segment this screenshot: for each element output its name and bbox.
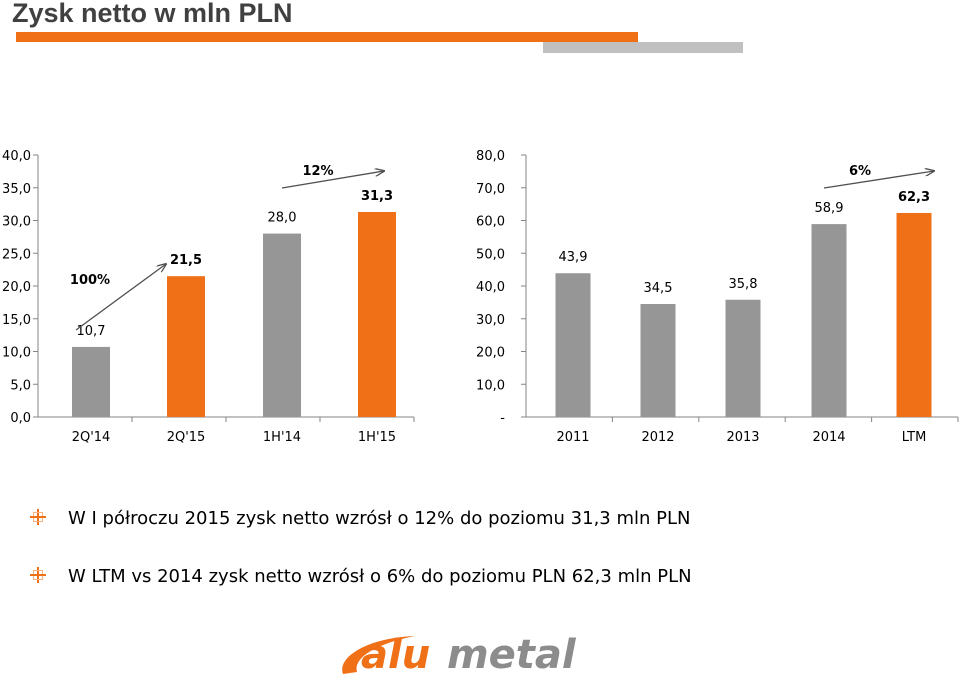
data-label: 35,8 <box>729 277 758 292</box>
x-tick-label: 1H'15 <box>358 430 396 445</box>
alumetal-logo: alu metal <box>342 632 577 678</box>
bar <box>72 346 110 417</box>
y-tick-label: 5,0 <box>10 378 31 393</box>
bar <box>167 276 205 417</box>
logo-swoosh-icon <box>342 636 415 674</box>
growth-arrow-icon <box>823 171 934 189</box>
logo-text-metal: metal <box>447 632 577 678</box>
x-tick-label: 2012 <box>641 430 674 445</box>
bar <box>640 304 676 417</box>
y-tick-label: 35,0 <box>2 182 31 197</box>
y-tick-label: 60,0 <box>476 215 505 230</box>
data-label: 28,0 <box>268 211 297 226</box>
y-tick-label: 40,0 <box>476 280 505 295</box>
x-tick-label: 2011 <box>556 430 589 445</box>
y-tick-label: - <box>500 411 505 426</box>
chart-yearly: - 10,0 20,0 30,0 40,0 50,0 60,0 70,0 80,0 43,9 201… <box>476 149 959 445</box>
data-label: 43,9 <box>559 250 588 265</box>
bar <box>811 224 847 417</box>
chart-half-year: 0,0 5,0 10,0 15,0 20,0 25,0 30,0 35,0 40,0 10,7 2Q… <box>2 149 415 445</box>
crosshair-bullet-icon <box>30 567 46 583</box>
bullet-text: W LTM vs 2014 zysk netto wzrósł o 6% do … <box>68 566 692 587</box>
y-tick-label: 0,0 <box>10 411 31 426</box>
bar <box>263 233 301 417</box>
bar <box>555 273 591 417</box>
y-tick-label: 10,0 <box>476 378 505 393</box>
bar <box>725 299 761 417</box>
data-label: 58,9 <box>815 201 844 216</box>
title-underline-orange <box>16 32 638 42</box>
x-tick-label: LTM <box>902 430 927 445</box>
growth-annotation: 6% <box>849 164 871 179</box>
x-tick-label: 2013 <box>726 430 759 445</box>
y-tick-label: 50,0 <box>476 247 505 262</box>
growth-annotation: 12% <box>302 164 333 179</box>
y-tick-label: 80,0 <box>476 149 505 164</box>
y-tick-label: 30,0 <box>476 313 505 328</box>
y-tick-label: 10,0 <box>2 346 31 361</box>
y-tick-label: 40,0 <box>2 149 31 164</box>
page-title: Zysk netto w mln PLN <box>12 0 293 28</box>
data-label: 31,3 <box>361 189 393 204</box>
y-tick-label: 20,0 <box>2 280 31 295</box>
data-label: 34,5 <box>644 281 673 296</box>
y-tick-label: 15,0 <box>2 313 31 328</box>
growth-arrow-icon <box>75 264 166 331</box>
x-tick-label: 2Q'15 <box>167 430 206 445</box>
growth-arrow-icon <box>281 171 384 189</box>
bullet-text: W I półroczu 2015 zysk netto wzrósł o 12… <box>68 508 691 529</box>
bullet-item-ltm: W LTM vs 2014 zysk netto wzrósł o 6% do … <box>30 566 692 587</box>
data-label: 21,5 <box>170 253 202 268</box>
logo-text-alu: alu <box>361 632 430 678</box>
bar <box>358 211 396 417</box>
x-tick-label: 2Q'14 <box>72 430 111 445</box>
x-tick-label: 1H'14 <box>263 430 301 445</box>
bullet-item-half-year: W I półroczu 2015 zysk netto wzrósł o 12… <box>30 508 691 529</box>
growth-annotation: 100% <box>70 273 110 288</box>
x-tick-label: 2014 <box>812 430 845 445</box>
data-label: 62,3 <box>898 190 930 205</box>
data-label: 10,7 <box>77 324 106 339</box>
bar <box>896 212 932 417</box>
y-tick-label: 30,0 <box>2 215 31 230</box>
y-tick-label: 70,0 <box>476 182 505 197</box>
crosshair-bullet-icon <box>30 509 46 525</box>
y-tick-label: 25,0 <box>2 247 31 262</box>
title-underline-gray <box>543 42 743 53</box>
charts-area: 0,0 5,0 10,0 15,0 20,0 25,0 30,0 35,0 40,0 10,7 2Q… <box>2 149 959 445</box>
y-tick-label: 20,0 <box>476 346 505 361</box>
